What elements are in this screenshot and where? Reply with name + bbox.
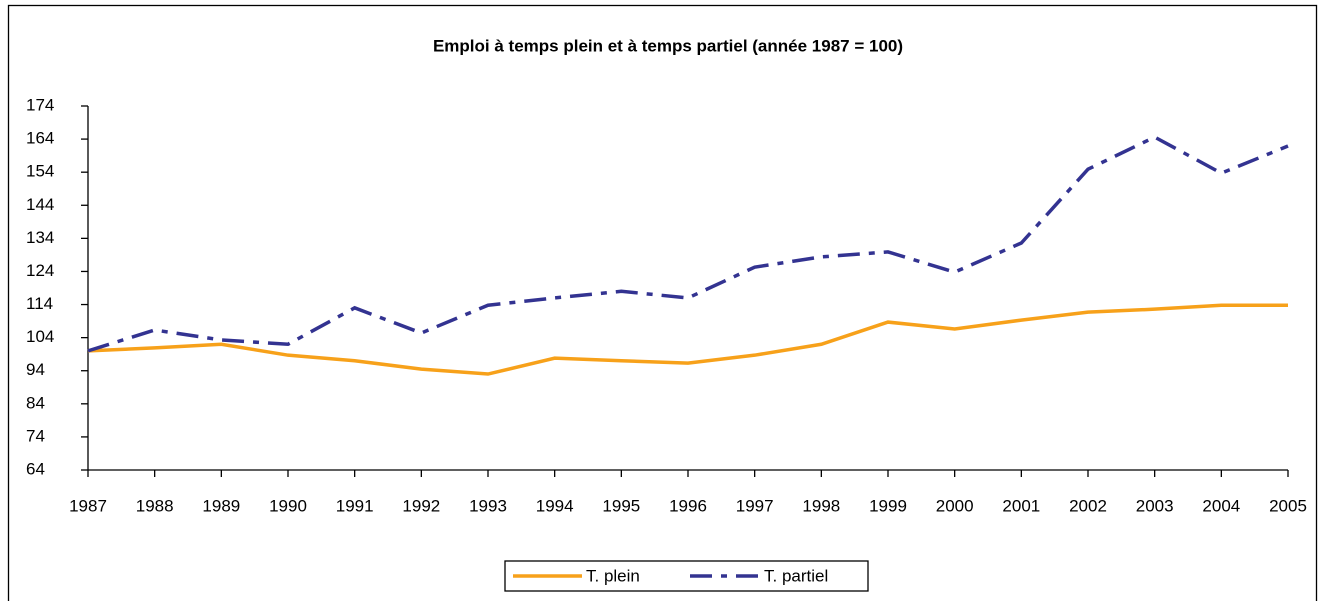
line-series xyxy=(87,303,1288,376)
x-tick-label: 1990 xyxy=(269,496,307,515)
y-tick-label: 154 xyxy=(26,162,54,181)
y-tick-label: 74 xyxy=(26,426,45,445)
x-tick-label: 1991 xyxy=(336,496,374,515)
chart-title: Emploi à temps plein et à temps partiel … xyxy=(433,36,903,55)
x-tick-label: 1996 xyxy=(669,496,707,515)
y-tick-label: 174 xyxy=(26,95,54,114)
x-tick-label: 1994 xyxy=(536,496,574,515)
y-tick-label: 94 xyxy=(26,360,45,379)
x-tick-label: 1997 xyxy=(736,496,774,515)
y-tick-label: 144 xyxy=(26,195,54,214)
y-tick-label: 84 xyxy=(26,393,45,412)
x-tick-label: 2000 xyxy=(936,496,974,515)
x-tick-label: 1995 xyxy=(602,496,640,515)
x-tick-label: 2003 xyxy=(1136,496,1174,515)
y-tick-label: 64 xyxy=(26,459,45,478)
y-tick-label: 124 xyxy=(26,261,54,280)
x-tick-label: 2004 xyxy=(1202,496,1240,515)
y-tick-label: 114 xyxy=(26,294,53,313)
x-tick-label: 1989 xyxy=(202,496,240,515)
chart-frame xyxy=(7,4,1318,601)
y-tick-label: 134 xyxy=(26,228,54,247)
y-tick-label: 164 xyxy=(26,129,54,148)
legend-label: T. partiel xyxy=(764,566,828,585)
x-tick-label: 1993 xyxy=(469,496,507,515)
x-tick-label: 1999 xyxy=(869,496,907,515)
x-tick-label: 2001 xyxy=(1002,496,1040,515)
y-tick-label: 104 xyxy=(26,327,54,346)
line-series xyxy=(87,135,1289,353)
x-tick-label: 1998 xyxy=(802,496,840,515)
x-tick-label: 1987 xyxy=(69,496,107,515)
x-tick-label: 2002 xyxy=(1069,496,1107,515)
legend-label: T. plein xyxy=(586,566,640,585)
x-tick-label: 2005 xyxy=(1269,496,1307,515)
x-tick-label: 1992 xyxy=(402,496,440,515)
x-tick-label: 1988 xyxy=(136,496,174,515)
